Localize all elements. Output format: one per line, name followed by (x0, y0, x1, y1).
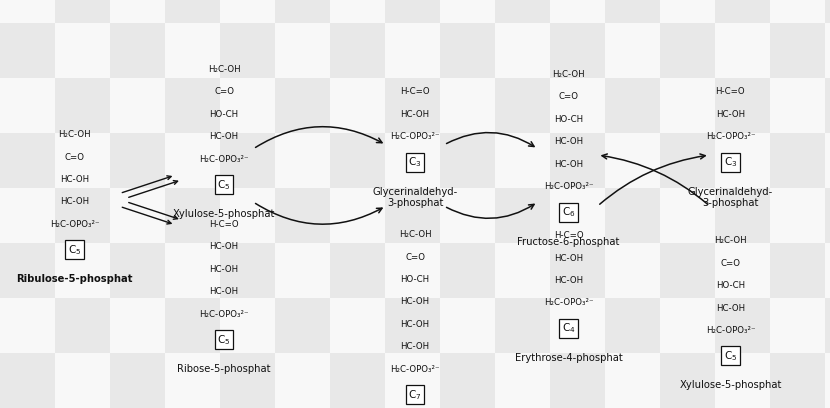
Text: H-C=O: H-C=O (209, 220, 239, 229)
Text: HO-CH: HO-CH (209, 110, 239, 119)
Text: H₂C-OH: H₂C-OH (398, 230, 432, 239)
Text: Ribulose-5-phosphat: Ribulose-5-phosphat (17, 274, 133, 284)
Text: Glycerinaldehyd-
3-phosphat: Glycerinaldehyd- 3-phosphat (688, 187, 773, 208)
Text: C$_5$: C$_5$ (68, 243, 81, 257)
Text: HC-OH: HC-OH (554, 137, 583, 146)
Text: C=O: C=O (720, 259, 740, 268)
Text: HO-CH: HO-CH (400, 275, 430, 284)
Text: HC-OH: HC-OH (715, 110, 745, 119)
Text: C=O: C=O (214, 87, 234, 96)
Text: H₂C-OPO₃²⁻: H₂C-OPO₃²⁻ (544, 298, 593, 308)
Text: H₂C-OPO₃²⁻: H₂C-OPO₃²⁻ (199, 310, 249, 319)
Text: H₂C-OH: H₂C-OH (714, 236, 747, 245)
Text: HC-OH: HC-OH (60, 175, 90, 184)
Text: H₂C-OH: H₂C-OH (58, 130, 91, 139)
Text: H₂C-OH: H₂C-OH (208, 65, 241, 74)
Text: H₂C-OPO₃²⁻: H₂C-OPO₃²⁻ (706, 326, 755, 335)
Text: HC-OH: HC-OH (400, 320, 430, 329)
Text: HC-OH: HC-OH (209, 242, 239, 251)
Text: HC-OH: HC-OH (209, 287, 239, 296)
Text: HC-OH: HC-OH (554, 160, 583, 169)
Text: C=O: C=O (405, 253, 425, 262)
Text: Xylulose-5-phosphat: Xylulose-5-phosphat (173, 209, 276, 219)
Text: HC-OH: HC-OH (400, 110, 430, 119)
Text: HC-OH: HC-OH (209, 132, 239, 141)
Text: H₂C-OPO₃²⁻: H₂C-OPO₃²⁻ (544, 182, 593, 191)
Text: HC-OH: HC-OH (400, 342, 430, 351)
Text: H-C=O: H-C=O (715, 87, 745, 96)
Text: C$_5$: C$_5$ (217, 333, 231, 346)
Text: Xylulose-5-phosphat: Xylulose-5-phosphat (679, 380, 782, 390)
Text: C$_5$: C$_5$ (724, 349, 737, 363)
Text: H₂C-OH: H₂C-OH (552, 70, 585, 79)
Text: H₂C-OPO₃²⁻: H₂C-OPO₃²⁻ (50, 220, 100, 229)
Text: Fructose-6-phosphat: Fructose-6-phosphat (517, 237, 620, 247)
Text: HC-OH: HC-OH (554, 276, 583, 285)
Text: H-C=O: H-C=O (400, 87, 430, 96)
Text: H₂C-OPO₃²⁻: H₂C-OPO₃²⁻ (706, 132, 755, 141)
Text: HC-OH: HC-OH (400, 297, 430, 306)
Text: HO-CH: HO-CH (554, 115, 583, 124)
Text: C$_3$: C$_3$ (724, 155, 737, 169)
Text: HC-OH: HC-OH (60, 197, 90, 206)
Text: C$_5$: C$_5$ (217, 178, 231, 191)
Text: H-C=O: H-C=O (554, 231, 583, 240)
Text: C=O: C=O (559, 92, 579, 102)
Text: C$_6$: C$_6$ (562, 205, 575, 219)
Text: C=O: C=O (65, 153, 85, 162)
Text: HC-OH: HC-OH (715, 304, 745, 313)
Text: H₂C-OPO₃²⁻: H₂C-OPO₃²⁻ (390, 365, 440, 374)
Text: HC-OH: HC-OH (209, 265, 239, 274)
Text: H₂C-OPO₃²⁻: H₂C-OPO₃²⁻ (199, 155, 249, 164)
Text: Glycerinaldehyd-
3-phosphat: Glycerinaldehyd- 3-phosphat (373, 187, 457, 208)
Text: HO-CH: HO-CH (715, 281, 745, 290)
Text: H₂C-OPO₃²⁻: H₂C-OPO₃²⁻ (390, 132, 440, 141)
Text: HC-OH: HC-OH (554, 253, 583, 263)
Text: Erythrose-4-phosphat: Erythrose-4-phosphat (515, 353, 622, 363)
Text: Ribose-5-phosphat: Ribose-5-phosphat (178, 364, 271, 374)
Text: C$_4$: C$_4$ (562, 322, 575, 335)
Text: C$_7$: C$_7$ (408, 388, 422, 401)
Text: C$_3$: C$_3$ (408, 155, 422, 169)
